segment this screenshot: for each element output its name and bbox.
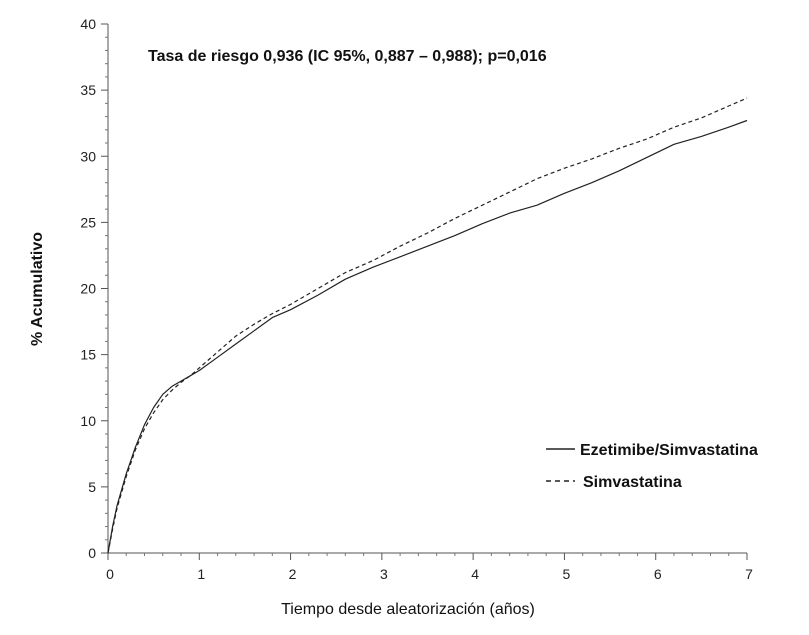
x-tick-label-5: 5: [563, 566, 571, 582]
x-tick-label-4: 4: [471, 566, 479, 582]
series-line-ezetimibe-simvastatina: [107, 119, 748, 554]
x-tick-label-3: 3: [380, 566, 388, 582]
x-ticks: 0 1 2 3 4 5 6 7: [106, 553, 753, 582]
y-ticks: 0 5 10 15 20 25 30 35 40: [80, 16, 108, 561]
x-tick-label-2: 2: [289, 566, 297, 582]
legend-label-ezetimibe-simvastatina: Ezetimibe/Simvastatina: [580, 442, 758, 459]
y-tick-label-25: 25: [80, 214, 96, 230]
y-tick-label-15: 15: [80, 347, 96, 363]
y-tick-label-40: 40: [80, 16, 96, 32]
y-axis-title: % Acumulativo: [29, 232, 46, 346]
chart-annotation: Tasa de riesgo 0,936 (IC 95%, 0,887 – 0,…: [148, 48, 547, 65]
y-tick-label-30: 30: [80, 148, 96, 164]
plot-series: [107, 97, 748, 554]
y-tick-label-35: 35: [80, 82, 96, 98]
y-tick-label-20: 20: [80, 281, 96, 297]
x-tick-label-1: 1: [197, 566, 205, 582]
y-tick-label-5: 5: [88, 479, 96, 495]
legend: Ezetimibe/Simvastatina Simvastatina: [546, 442, 758, 491]
legend-label-simvastatina: Simvastatina: [583, 474, 682, 491]
x-tick-label-6: 6: [654, 566, 662, 582]
x-axis: 0 1 2 3 4 5 6 7: [106, 552, 753, 582]
y-tick-label-10: 10: [80, 413, 96, 429]
y-axis: 0 5 10 15 20 25 30 35 40: [80, 16, 109, 561]
x-tick-label-7: 7: [745, 566, 753, 582]
series-line-simvastatina: [107, 97, 748, 554]
x-tick-label-0: 0: [106, 566, 114, 582]
y-tick-label-0: 0: [88, 545, 96, 561]
x-axis-title: Tiempo desde aleatorización (años): [281, 601, 535, 618]
